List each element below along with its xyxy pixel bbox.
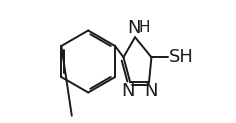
Text: N: N [121, 82, 135, 100]
Text: N: N [144, 82, 158, 100]
Text: H: H [139, 20, 150, 35]
Text: SH: SH [169, 48, 194, 66]
Text: N: N [127, 19, 141, 37]
